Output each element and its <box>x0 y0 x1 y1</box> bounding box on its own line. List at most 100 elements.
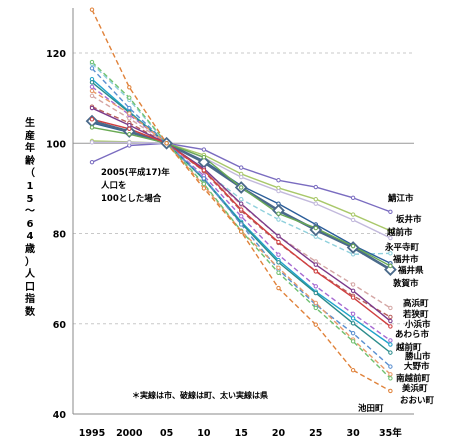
data-point-marker <box>313 262 318 267</box>
data-point-marker <box>388 342 393 347</box>
data-point-marker <box>313 225 318 231</box>
y-axis-label-char: 生 <box>25 118 35 129</box>
data-point-marker <box>350 288 356 294</box>
data-point-marker <box>313 305 318 311</box>
series-label: 大野市 <box>404 361 430 372</box>
data-point-marker <box>276 260 281 265</box>
data-point-marker <box>89 117 95 122</box>
data-point-marker <box>276 239 281 245</box>
data-point-marker <box>350 212 356 217</box>
data-point-marker <box>239 197 244 202</box>
data-point-marker <box>276 265 281 270</box>
data-point-marker <box>239 207 244 212</box>
data-point-marker <box>127 105 132 111</box>
data-point-marker <box>388 350 393 355</box>
data-point-marker <box>350 368 356 373</box>
series-label: 敦賀市 <box>393 278 419 289</box>
data-point-marker <box>127 111 132 116</box>
line-style-note: ＊実線は市、破線は町、太い実線は県 <box>132 390 268 400</box>
data-point-marker <box>276 188 281 194</box>
y-axis-label-char: 〜 <box>25 206 35 218</box>
series-label: 若狭町 <box>402 309 429 320</box>
series-label: 勝山市 <box>405 351 431 362</box>
data-point-marker <box>313 201 318 206</box>
data-point-marker <box>388 388 393 394</box>
y-axis-label-char: 産 <box>25 130 35 142</box>
data-point-marker <box>350 331 356 336</box>
series-label: あわら市 <box>395 329 430 340</box>
y-axis-label-char: 歳 <box>25 243 35 255</box>
data-point-marker <box>89 93 95 99</box>
data-point-marker <box>89 160 95 165</box>
data-point-marker <box>350 321 356 326</box>
data-point-marker <box>89 66 95 71</box>
data-point-marker <box>89 105 95 111</box>
series-label: 坂井市 <box>396 214 422 225</box>
x-tick-label: 35年 <box>379 427 402 439</box>
data-point-marker <box>276 217 281 222</box>
series-label: 小浜市 <box>404 319 431 330</box>
data-point-marker <box>388 376 393 381</box>
data-point-marker <box>239 165 244 170</box>
y-axis-label-char: 指 <box>25 294 35 306</box>
data-point-marker <box>388 251 393 256</box>
data-point-marker <box>350 295 356 300</box>
series-markers <box>85 7 397 394</box>
data-point-marker <box>122 125 136 138</box>
series-label: 美浜町 <box>402 383 428 394</box>
x-tick-label: 10 <box>197 428 211 439</box>
data-point-marker <box>272 204 285 217</box>
data-point-marker <box>388 305 393 311</box>
data-point-marker <box>350 316 356 321</box>
data-point-marker <box>127 140 132 145</box>
data-point-marker <box>127 116 132 121</box>
data-point-marker <box>164 141 169 146</box>
y-axis-label: 生産年齢（1 5 〜 6 4 歳）人口指数 <box>19 118 41 320</box>
x-tick-label: 20 <box>272 428 286 439</box>
series-label: 南越前町 <box>396 373 431 384</box>
data-point-marker <box>350 195 356 201</box>
series-label: おおい町 <box>400 396 435 406</box>
series-label: 福井市 <box>392 254 419 265</box>
data-point-marker <box>127 123 132 128</box>
data-point-marker <box>197 155 211 169</box>
series-label: 鯖江市 <box>387 193 414 204</box>
series-label: 越前市 <box>386 227 413 238</box>
y-axis-label-char: 年 <box>25 143 35 155</box>
data-point-marker <box>350 282 356 287</box>
y-tick-labels: 40 60 80 100 120 <box>46 49 66 421</box>
data-point-marker <box>388 372 393 377</box>
data-point-marker <box>239 229 244 234</box>
data-point-marker <box>388 263 393 269</box>
y-axis-label-char: 数 <box>25 306 35 318</box>
data-point-marker <box>276 252 281 257</box>
y-axis-label-char: 4 <box>26 231 34 243</box>
data-point-marker <box>388 338 393 343</box>
series-label: 池田町 <box>358 403 384 414</box>
data-point-marker <box>276 285 281 291</box>
y-tick-label: 80 <box>53 230 67 241</box>
data-point-marker <box>89 80 95 85</box>
y-tick-label: 60 <box>53 320 67 331</box>
data-point-marker <box>239 185 244 190</box>
series-label: 越前町 <box>395 342 422 353</box>
data-point-marker <box>201 186 207 191</box>
y-axis-label-char: 齢 <box>25 155 35 167</box>
y-axis-label-char: ） <box>25 256 35 268</box>
data-point-marker <box>388 318 393 324</box>
y-axis-label-char: （ <box>25 168 35 180</box>
data-point-marker <box>313 269 318 274</box>
data-point-marker <box>276 234 281 239</box>
data-point-marker <box>239 174 244 180</box>
data-point-marker <box>313 284 318 289</box>
x-tick-label: 15 <box>235 428 248 439</box>
data-point-marker <box>350 243 356 249</box>
data-point-marker <box>388 314 393 320</box>
x-tick-label: 1995 <box>79 428 105 439</box>
data-point-marker <box>350 311 356 317</box>
y-axis-label-char: 5 <box>26 193 34 205</box>
data-point-marker <box>127 95 132 100</box>
y-tick-label: 100 <box>46 139 66 150</box>
annotation-line: 人口を <box>101 180 127 191</box>
data-point-marker <box>201 181 207 187</box>
